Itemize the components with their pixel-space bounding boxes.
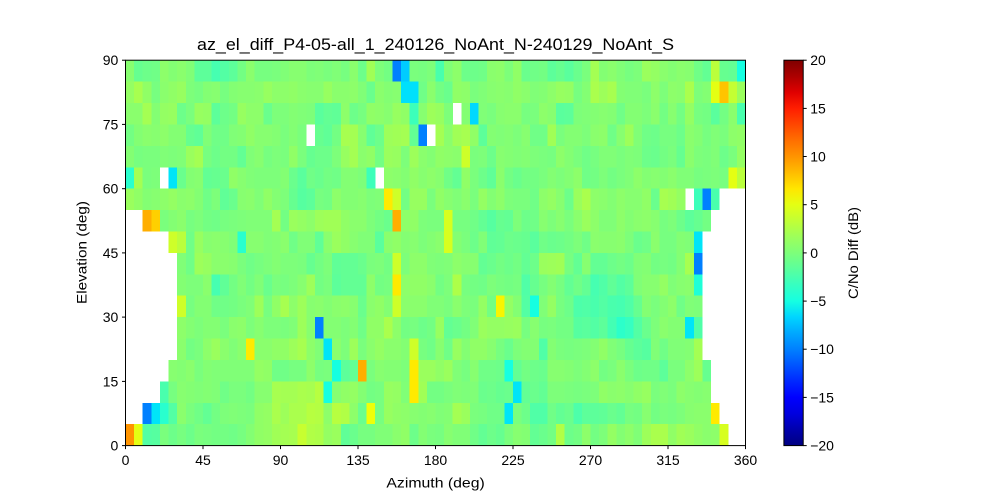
svg-text:225: 225 xyxy=(501,452,525,468)
svg-text:20: 20 xyxy=(810,52,826,68)
svg-text:0: 0 xyxy=(111,438,119,454)
svg-text:60: 60 xyxy=(103,181,119,197)
svg-text:135: 135 xyxy=(346,452,370,468)
svg-text:90: 90 xyxy=(103,52,119,68)
svg-text:−5: −5 xyxy=(810,293,826,309)
svg-text:360: 360 xyxy=(734,452,758,468)
svg-text:45: 45 xyxy=(195,452,211,468)
svg-text:az_el_diff_P4-05-all_1_240126_: az_el_diff_P4-05-all_1_240126_NoAnt_N-24… xyxy=(197,35,674,54)
svg-text:−15: −15 xyxy=(810,389,834,405)
svg-text:Elevation (deg): Elevation (deg) xyxy=(74,201,90,304)
svg-text:−20: −20 xyxy=(810,438,834,454)
svg-text:75: 75 xyxy=(103,116,119,132)
svg-text:−10: −10 xyxy=(810,341,834,357)
svg-text:0: 0 xyxy=(810,245,818,261)
svg-text:45: 45 xyxy=(103,245,119,261)
svg-text:270: 270 xyxy=(579,452,603,468)
svg-text:Azimuth (deg): Azimuth (deg) xyxy=(386,474,484,490)
svg-text:0: 0 xyxy=(122,452,130,468)
svg-text:C/No Diff (dB): C/No Diff (dB) xyxy=(845,207,861,299)
svg-text:15: 15 xyxy=(810,100,826,116)
svg-text:10: 10 xyxy=(810,149,826,165)
svg-text:30: 30 xyxy=(103,309,119,325)
svg-text:315: 315 xyxy=(656,452,680,468)
svg-text:5: 5 xyxy=(810,197,818,213)
svg-text:90: 90 xyxy=(273,452,289,468)
svg-text:180: 180 xyxy=(424,452,448,468)
svg-text:15: 15 xyxy=(103,373,119,389)
